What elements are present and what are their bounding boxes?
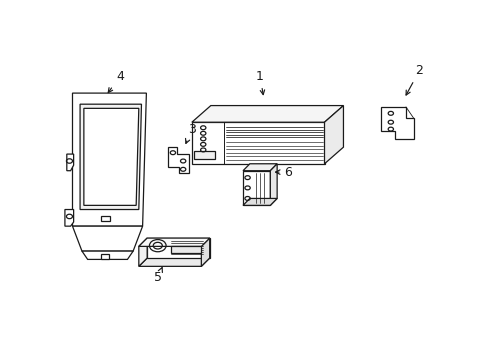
Bar (170, 246, 201, 253)
Text: 2: 2 (405, 64, 422, 95)
Bar (193, 151, 214, 159)
Polygon shape (191, 122, 324, 164)
Polygon shape (80, 104, 141, 210)
Text: 3: 3 (185, 123, 195, 143)
Polygon shape (243, 198, 277, 205)
Polygon shape (201, 238, 209, 266)
Polygon shape (139, 258, 209, 266)
Bar (101, 254, 109, 260)
Text: 4: 4 (108, 70, 123, 93)
Polygon shape (65, 210, 74, 226)
Polygon shape (72, 226, 142, 251)
Polygon shape (381, 107, 413, 139)
Polygon shape (191, 105, 343, 122)
Polygon shape (243, 164, 277, 171)
Text: 5: 5 (153, 267, 162, 284)
Polygon shape (270, 164, 277, 205)
Polygon shape (84, 108, 139, 205)
Text: 6: 6 (275, 166, 292, 179)
Polygon shape (243, 171, 270, 205)
Polygon shape (139, 238, 147, 266)
Polygon shape (82, 251, 133, 260)
Polygon shape (324, 105, 343, 164)
Polygon shape (139, 238, 209, 246)
Text: 1: 1 (256, 70, 264, 95)
Bar (101, 216, 110, 221)
Polygon shape (72, 93, 146, 226)
Polygon shape (147, 238, 209, 258)
Polygon shape (67, 154, 74, 171)
Polygon shape (168, 147, 188, 174)
